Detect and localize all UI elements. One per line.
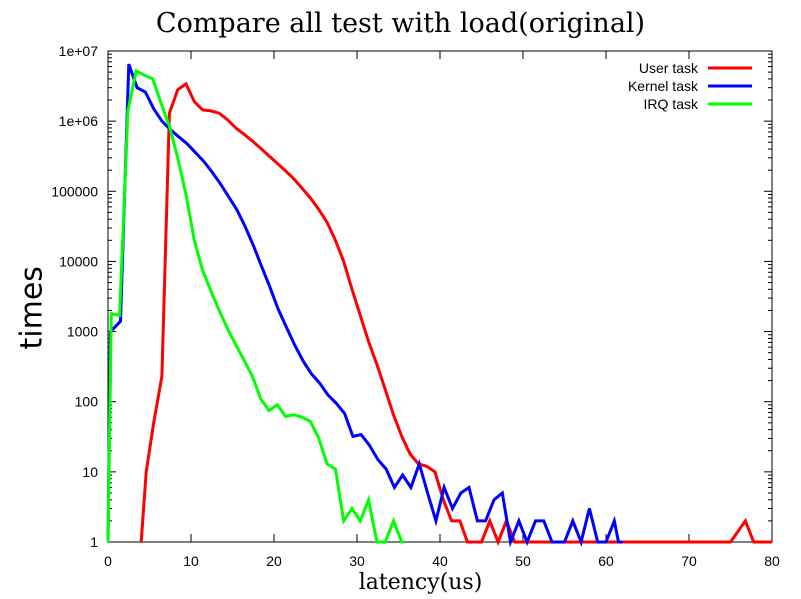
x-tick-label: 70 [681, 553, 697, 569]
x-tick-label: 40 [432, 553, 448, 569]
x-tick-label: 10 [183, 553, 199, 569]
series-lines [106, 63, 772, 548]
y-axis-ticks: 1 10 100 1000 10000 100000 1e+06 1e+07 [51, 43, 772, 550]
y-tick-label: 10 [82, 464, 98, 480]
legend: User task Kernel task IRQ task [628, 60, 752, 112]
x-axis-label: latency(us) [358, 570, 483, 595]
legend-label: Kernel task [628, 78, 699, 94]
series-line-user-task [139, 81, 772, 547]
x-tick-label: 60 [598, 553, 614, 569]
x-axis-ticks: 0 10 20 30 40 50 60 70 80 [104, 51, 780, 569]
x-tick-label: 30 [349, 553, 365, 569]
y-tick-label: 1e+07 [59, 43, 99, 59]
x-tick-label: 20 [266, 553, 282, 569]
y-tick-label: 100 [75, 394, 99, 410]
chart-title: Compare all test with load(original) [155, 8, 646, 39]
y-tick-label: 1000 [67, 324, 98, 340]
y-tick-label: 100000 [51, 183, 98, 199]
y-tick-label: 1e+06 [59, 113, 99, 129]
x-tick-label: 50 [515, 553, 531, 569]
series-line-irq-task [106, 68, 405, 544]
x-tick-label: 80 [764, 553, 780, 569]
plot-frame [107, 50, 773, 543]
series-line-kernel-task [106, 63, 623, 548]
y-tick-label: 1 [90, 534, 98, 550]
y-tick-label: 10000 [59, 253, 98, 269]
plot-border [107, 50, 773, 543]
legend-label: IRQ task [644, 96, 699, 112]
x-tick-label: 0 [104, 553, 112, 569]
legend-label: User task [639, 60, 699, 76]
